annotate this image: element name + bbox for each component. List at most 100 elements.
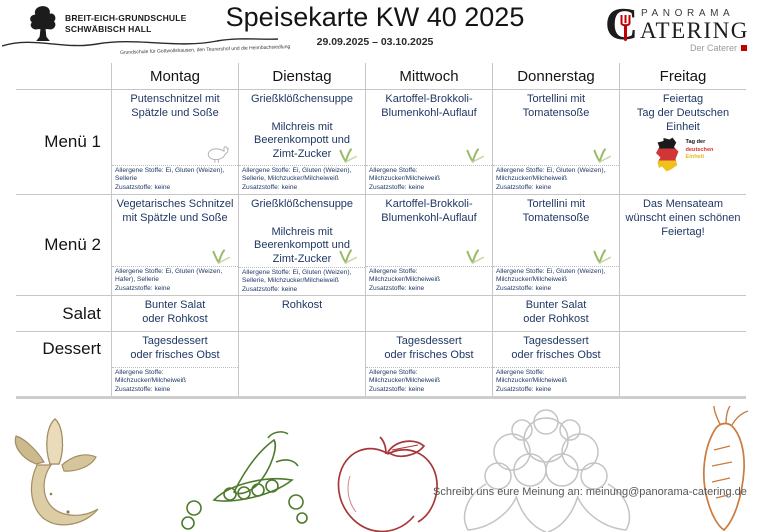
- meal-text: Tortellini mit Tomatensoße: [522, 93, 590, 119]
- allergen-note: Allergene Stoffe: Ei, Gluten (Weizen), M…: [493, 164, 619, 194]
- vegetarian-icon: [591, 148, 612, 164]
- apple-illustration: [330, 436, 446, 532]
- vegetarian-icon: [464, 148, 485, 164]
- meal-text: Tagesdessert oder frisches Obst: [130, 335, 220, 361]
- menu-cell: Bunter Salat oder Rohkost: [111, 296, 238, 331]
- meal-text: Tagesdessert oder frisches Obst: [384, 335, 474, 361]
- meal-text: Putenschnitzel mit Spätzle und Soße: [130, 93, 220, 119]
- row-label-menu2: Menü 2: [44, 235, 101, 254]
- menu-cell: Grießklößchensuppe Milchreis mit Beerenk…: [238, 195, 365, 295]
- meal-text: Vegetarisches Schnitzel mit Spätzle und …: [116, 198, 234, 224]
- hills-line: [1, 30, 280, 59]
- dessert-row: Dessert Tagesdessert oder frisches Obst …: [16, 332, 746, 396]
- menu-cell: Kartoffel-Brokkoli- Blumenkohl-Auflauf A…: [365, 195, 492, 295]
- meal-text: Feiertag Tag der Deutschen Einheit: [636, 93, 730, 133]
- menu-cell: [238, 332, 365, 396]
- germany-map-icon: [653, 136, 683, 178]
- menu-cell: Tortellini mit Tomatensoße Allergene Sto…: [492, 90, 619, 194]
- menu-cell: [619, 296, 746, 331]
- salat-row: Salat Bunter Salat oder Rohkost Rohkost …: [16, 296, 746, 332]
- meal-text: Kartoffel-Brokkoli- Blumenkohl-Auflauf: [381, 93, 477, 119]
- menu-cell: Kartoffel-Brokkoli- Blumenkohl-Auflauf A…: [365, 90, 492, 194]
- meal-text: [366, 296, 492, 299]
- menu-cell: Putenschnitzel mit Spätzle und Soße Alle…: [111, 90, 238, 194]
- unity-label-line1: Tag der: [685, 139, 706, 146]
- red-square-icon: [741, 45, 747, 51]
- meal-text: Rohkost: [281, 299, 323, 311]
- unity-label-line2: deutschen: [685, 146, 714, 153]
- meal-text: Kartoffel-Brokkoli- Blumenkohl-Auflauf: [381, 198, 477, 224]
- meal-text: Tortellini mit Tomatensoße: [522, 198, 590, 224]
- day-header-freitag: Freitag: [659, 67, 707, 85]
- caterer-tagline: Der Caterer: [689, 43, 737, 53]
- tree-icon: [26, 4, 60, 49]
- cauliflower-illustration: [446, 400, 648, 532]
- allergen-note: Allergene Stoffe: Milchzucker/Milcheiwei…: [366, 366, 492, 396]
- vegetarian-icon: [337, 249, 358, 265]
- meal-text: [239, 332, 365, 335]
- vegetarian-icon: [337, 148, 358, 164]
- meal-text: Bunter Salat oder Rohkost: [142, 299, 208, 325]
- meal-text: Grießklößchensuppe Milchreis mit Beerenk…: [250, 198, 354, 265]
- page-title: Speisekarte KW 40 2025: [225, 2, 525, 32]
- vegetarian-icon: [464, 249, 485, 265]
- meal-text: Grießklößchensuppe Milchreis mit Beerenk…: [250, 93, 354, 160]
- menu-cell: Das Mensateam wünscht einen schönen Feie…: [619, 195, 746, 295]
- menu-cell: Feiertag Tag der Deutschen Einheit: [619, 90, 746, 194]
- menu-cell: [619, 332, 746, 396]
- banana-illustration: [6, 412, 112, 532]
- school-name: BREIT-EICH-GRUNDSCHULE SCHWÄBISCH HALL: [65, 13, 187, 34]
- weekly-menu-table: Montag Dienstag Mittwoch Donnerstag Frei…: [16, 63, 746, 399]
- allergen-note: Allergene Stoffe: Ei, Gluten (Weizen, Ha…: [112, 265, 238, 295]
- feedback-text: Schreibt uns eure Meinung an: meinung@pa…: [433, 486, 747, 498]
- row-label-salat: Salat: [62, 303, 101, 323]
- allergen-note: Allergene Stoffe: Milchzucker/Milcheiwei…: [366, 265, 492, 295]
- peas-illustration: [172, 428, 314, 532]
- row-label-menu1: Menü 1: [44, 132, 101, 151]
- caterer-name-top: PANORAMA: [641, 8, 735, 19]
- date-range: 29.09.2025 – 03.10.2025: [316, 36, 434, 48]
- allergen-note: Allergene Stoffe: Milchzucker/Milcheiwei…: [366, 164, 492, 194]
- german-unity-badge: Tag der deutschen Einheit: [620, 136, 746, 178]
- menu-cell: Bunter Salat oder Rohkost: [492, 296, 619, 331]
- meal-text: Tagesdessert oder frisches Obst: [511, 335, 601, 361]
- day-header-row: Montag Dienstag Mittwoch Donnerstag Frei…: [16, 63, 746, 90]
- fork-icon: [619, 14, 632, 47]
- allergen-note: Allergene Stoffe: Ei, Gluten (Weizen), M…: [493, 265, 619, 295]
- meal-text: [620, 296, 746, 299]
- vegetarian-icon: [210, 249, 231, 265]
- allergen-note: Allergene Stoffe: Milchzucker/Milcheiwei…: [493, 366, 619, 396]
- chicken-icon: [204, 143, 231, 164]
- caterer-name-bottom: ATERING: [640, 18, 749, 43]
- meal-text: Das Mensateam wünscht einen schönen Feie…: [625, 198, 741, 238]
- menu-cell: Tagesdessert oder frisches Obst Allergen…: [111, 332, 238, 396]
- day-header-donnerstag: Donnerstag: [517, 67, 595, 85]
- row-label-dessert: Dessert: [42, 339, 101, 358]
- menu-cell: Grießklößchensuppe Milchreis mit Beerenk…: [238, 90, 365, 194]
- menu-cell: Tagesdessert oder frisches Obst Allergen…: [492, 332, 619, 396]
- menu-cell: [365, 296, 492, 331]
- allergen-note: Allergene Stoffe: Milchzucker/Milcheiwei…: [112, 366, 238, 396]
- caterer-logo: C PANORAMA ATERING Der Caterer: [605, 0, 749, 55]
- unity-label-line3: Einheit: [685, 153, 705, 160]
- menu2-row: Menü 2 Vegetarisches Schnitzel mit Spätz…: [16, 195, 746, 296]
- menu-cell: Tagesdessert oder frisches Obst Allergen…: [365, 332, 492, 396]
- allergen-note: Allergene Stoffe: Ei, Gluten (Weizen), S…: [112, 164, 238, 194]
- meal-text: Bunter Salat oder Rohkost: [523, 299, 589, 325]
- menu-cell: Vegetarisches Schnitzel mit Spätzle und …: [111, 195, 238, 295]
- meal-text: [620, 332, 746, 335]
- german-unity-label: Tag der deutschen Einheit: [686, 136, 714, 178]
- allergen-note: Allergene Stoffe: Ei, Gluten (Weizen), S…: [239, 266, 365, 296]
- allergen-note: Allergene Stoffe: Ei, Gluten (Weizen), S…: [239, 164, 365, 194]
- vegetarian-icon: [591, 249, 612, 265]
- school-logo: BREIT-EICH-GRUNDSCHULE SCHWÄBISCH HALL G…: [1, 4, 290, 62]
- corner-cell: [16, 63, 111, 89]
- day-header-montag: Montag: [149, 67, 201, 85]
- day-header-dienstag: Dienstag: [272, 67, 332, 85]
- menu1-row: Menü 1 Putenschnitzel mit Spätzle und So…: [16, 90, 746, 195]
- carrot-illustration: [686, 405, 758, 532]
- menu-cell: Rohkost: [238, 296, 365, 331]
- day-header-mittwoch: Mittwoch: [399, 67, 459, 85]
- menu-cell: Tortellini mit Tomatensoße Allergene Sto…: [492, 195, 619, 295]
